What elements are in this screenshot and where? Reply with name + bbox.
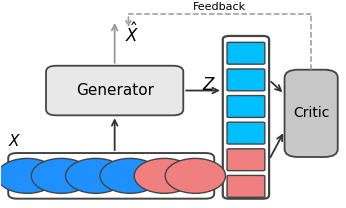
Circle shape	[31, 158, 92, 193]
Text: $\hat{X}$: $\hat{X}$	[125, 22, 139, 46]
FancyBboxPatch shape	[8, 153, 214, 199]
FancyBboxPatch shape	[227, 95, 265, 117]
Circle shape	[100, 158, 160, 193]
Circle shape	[66, 158, 126, 193]
FancyBboxPatch shape	[284, 70, 338, 157]
Text: $Z$: $Z$	[202, 76, 216, 94]
Text: Feedback: Feedback	[193, 2, 246, 12]
Circle shape	[134, 158, 194, 193]
FancyBboxPatch shape	[223, 36, 269, 199]
FancyBboxPatch shape	[46, 66, 183, 115]
FancyBboxPatch shape	[227, 69, 265, 91]
Circle shape	[165, 158, 226, 193]
FancyBboxPatch shape	[227, 122, 265, 144]
Circle shape	[0, 158, 57, 193]
Text: $X$: $X$	[8, 133, 22, 149]
Text: Critic: Critic	[293, 106, 329, 120]
FancyBboxPatch shape	[227, 42, 265, 64]
FancyBboxPatch shape	[227, 175, 265, 197]
Text: Generator: Generator	[76, 83, 154, 98]
FancyBboxPatch shape	[227, 149, 265, 171]
